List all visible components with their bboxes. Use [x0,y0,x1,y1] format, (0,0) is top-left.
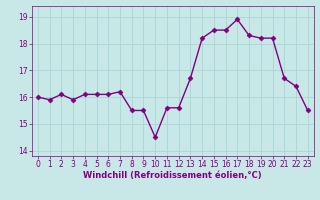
X-axis label: Windchill (Refroidissement éolien,°C): Windchill (Refroidissement éolien,°C) [84,171,262,180]
